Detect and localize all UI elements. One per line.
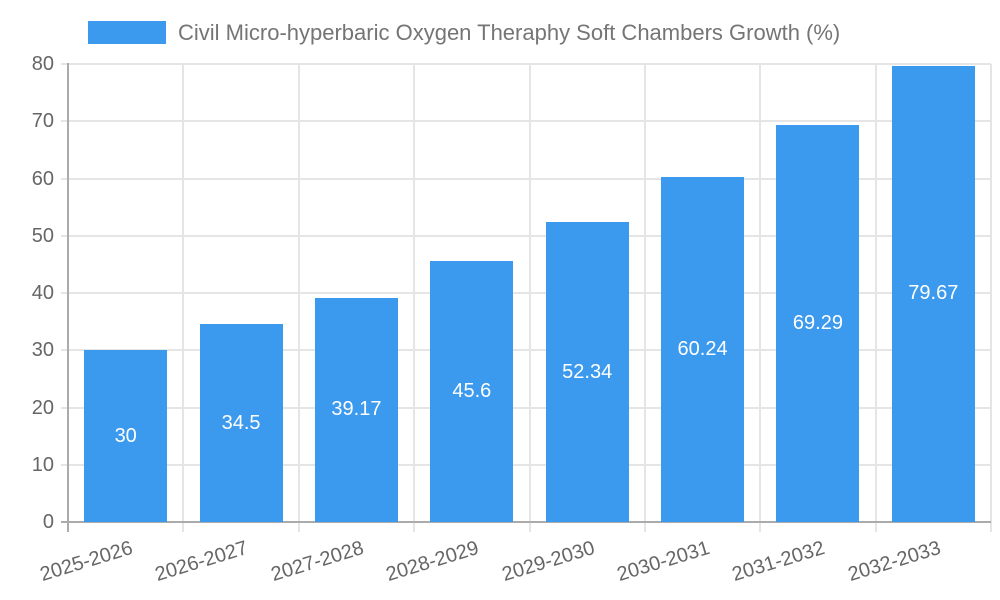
bar[interactable]: 60.24	[661, 177, 745, 522]
legend-label: Civil Micro-hyperbaric Oxygen Theraphy S…	[178, 20, 841, 45]
bar-value-label: 34.5	[221, 411, 261, 434]
x-tick-label: 2027-2028	[268, 536, 367, 586]
h-gridline	[61, 234, 991, 237]
h-gridline	[61, 406, 991, 409]
legend[interactable]: Civil Micro-hyperbaric Oxygen Theraphy S…	[0, 0, 1000, 50]
v-gridline	[874, 64, 877, 532]
x-tick-label: 2028-2029	[383, 536, 482, 586]
h-gridline	[61, 463, 991, 466]
h-gridline	[61, 120, 991, 123]
h-gridline	[61, 63, 991, 65]
y-axis-line	[67, 63, 69, 532]
bar-value-label: 45.6	[452, 379, 492, 402]
bar[interactable]: 79.67	[891, 65, 975, 522]
bar[interactable]: 52.34	[545, 222, 629, 522]
bar-value-label: 39.17	[331, 398, 382, 421]
x-tick-label: 2032-2033	[845, 536, 944, 586]
v-gridline	[528, 64, 531, 532]
v-gridline	[182, 64, 185, 532]
bar-value-label: 52.34	[562, 360, 613, 383]
y-tick-label: 0	[42, 511, 54, 533]
x-tick-label: 2029-2030	[499, 536, 597, 586]
legend-swatch-icon	[88, 21, 166, 44]
bar-value-label: 69.29	[792, 312, 843, 335]
bar[interactable]: 34.5	[199, 324, 283, 522]
x-axis-line	[61, 521, 991, 523]
h-gridline	[61, 349, 991, 352]
bar[interactable]: 69.29	[776, 125, 860, 522]
x-tick-label: 2030-2031	[614, 536, 713, 586]
bar-value-label: 60.24	[677, 338, 728, 361]
bar-value-label: 79.67	[908, 282, 959, 305]
bar[interactable]: 30	[84, 350, 168, 522]
x-tick-label: 2031-2032	[729, 536, 828, 586]
h-gridline	[61, 292, 991, 294]
bar[interactable]: 39.17	[314, 297, 398, 522]
bar[interactable]: 45.6	[430, 260, 514, 522]
v-gridline	[643, 64, 646, 532]
y-tick-label: 10	[31, 453, 54, 476]
v-gridline	[990, 64, 992, 532]
h-gridline	[61, 177, 991, 180]
y-tick-label: 60	[31, 167, 54, 190]
v-gridline	[759, 64, 762, 532]
v-gridline	[413, 64, 416, 532]
y-tick-label: 40	[31, 282, 54, 304]
bar-value-label: 30	[114, 424, 137, 447]
y-tick-label: 30	[31, 339, 54, 362]
y-tick-label: 20	[31, 396, 54, 419]
y-tick-label: 70	[31, 110, 54, 133]
y-tick-label: 50	[31, 224, 54, 247]
x-tick-label: 2026-2027	[152, 536, 251, 586]
y-tick-label: 80	[31, 53, 54, 75]
x-tick-label: 2025-2026	[37, 536, 136, 586]
v-gridline	[297, 64, 300, 532]
